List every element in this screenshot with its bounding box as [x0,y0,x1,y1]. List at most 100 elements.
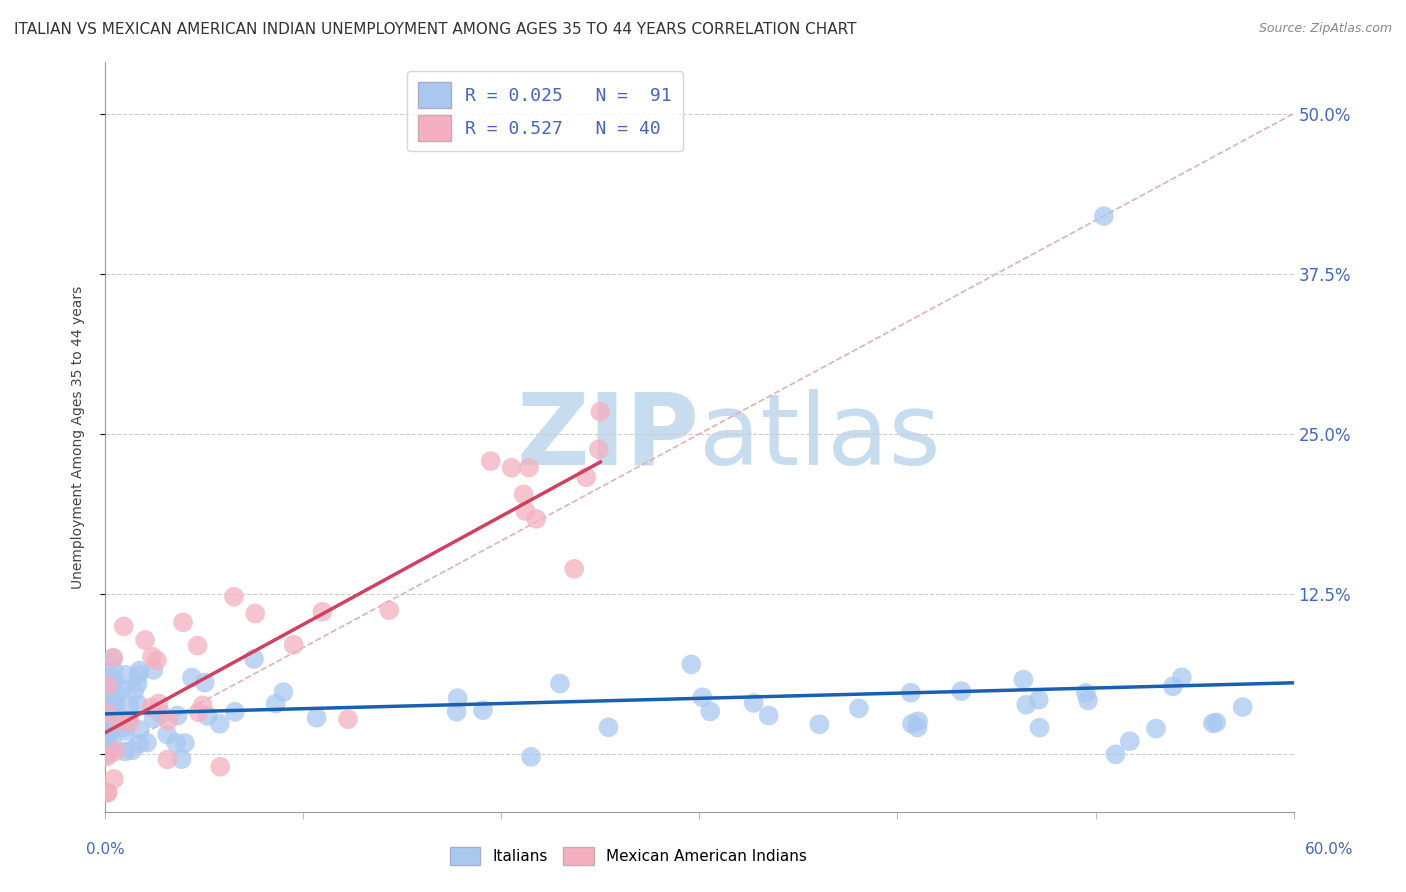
Point [114,667,136,681]
Point [104,706,127,720]
Point [111,681,134,696]
Point [808,717,831,731]
Point [378,603,401,617]
Text: 60.0%: 60.0% [1305,842,1353,856]
Point [103,651,125,665]
Point [96,740,118,755]
Point [699,705,721,719]
Point [114,723,136,738]
Point [112,619,135,633]
Point [311,605,333,619]
Point [104,744,127,758]
Point [128,664,150,678]
Point [446,691,468,706]
Point [97,698,120,712]
Point [180,671,202,685]
Point [166,708,188,723]
Point [96,706,118,720]
Point [128,737,150,751]
Point [1015,698,1038,712]
Point [96,785,118,799]
Point [224,705,246,719]
Point [512,487,534,501]
Text: Source: ZipAtlas.com: Source: ZipAtlas.com [1258,22,1392,36]
Point [243,607,266,621]
Point [305,711,328,725]
Point [222,590,245,604]
Point [1232,700,1254,714]
Point [692,690,714,705]
Point [742,696,765,710]
Point [136,736,159,750]
Point [96,785,118,799]
Point [103,674,125,689]
Point [142,663,165,677]
Point [848,701,870,715]
Point [114,745,136,759]
Point [446,705,468,719]
Point [337,712,360,726]
Point [112,721,135,735]
Point [209,760,232,774]
Point [1028,721,1050,735]
Point [194,675,217,690]
Point [1092,209,1115,223]
Point [1205,715,1227,730]
Text: ITALIAN VS MEXICAN AMERICAN INDIAN UNEMPLOYMENT AMONG AGES 35 TO 44 YEARS CORREL: ITALIAN VS MEXICAN AMERICAN INDIAN UNEMP… [14,22,856,37]
Point [149,706,172,721]
Point [127,677,149,691]
Point [104,687,127,701]
Point [172,615,194,630]
Point [121,743,143,757]
Point [471,703,494,717]
Point [97,704,120,718]
Point [101,693,124,707]
Point [1077,693,1099,707]
Point [108,714,131,729]
Point [101,651,124,665]
Point [165,736,187,750]
Point [1028,692,1050,706]
Point [1074,686,1097,700]
Point [96,726,118,740]
Point [950,684,973,698]
Point [127,698,149,712]
Point [97,715,120,730]
Point [156,752,179,766]
Point [103,772,125,786]
Point [101,735,124,749]
Point [901,716,924,731]
Point [1119,734,1142,748]
Point [127,668,149,682]
Y-axis label: Unemployment Among Ages 35 to 44 years: Unemployment Among Ages 35 to 44 years [70,285,84,589]
Point [96,702,118,716]
Point [98,714,121,728]
Point [97,678,120,692]
Point [128,723,150,737]
Point [98,727,121,741]
Point [124,684,146,698]
Point [117,714,139,728]
Point [170,752,193,766]
Point [758,708,780,723]
Point [141,700,163,714]
Point [96,785,118,799]
Point [1144,722,1167,736]
Point [1202,716,1225,731]
Legend: Italians, Mexican American Indians: Italians, Mexican American Indians [443,840,813,871]
Point [520,749,543,764]
Point [115,714,138,728]
Text: ZIP: ZIP [516,389,700,485]
Point [186,639,208,653]
Point [197,709,219,723]
Point [1171,670,1194,684]
Point [283,638,305,652]
Point [96,732,118,747]
Point [96,749,118,764]
Point [562,562,585,576]
Point [148,697,170,711]
Point [142,712,165,726]
Point [96,706,118,721]
Text: atlas: atlas [700,389,941,485]
Point [264,697,287,711]
